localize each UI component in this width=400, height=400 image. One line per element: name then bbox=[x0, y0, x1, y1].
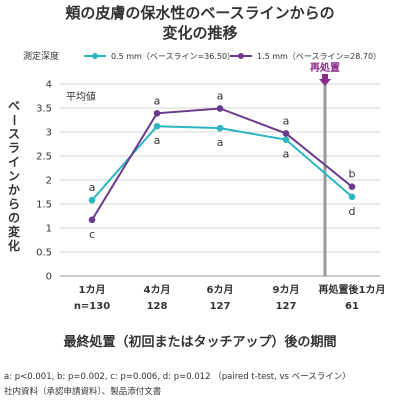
y-axis-label: ー bbox=[7, 114, 21, 126]
x-n-label: 128 bbox=[147, 301, 168, 312]
y-axis-label: の bbox=[8, 211, 20, 225]
point-label: a bbox=[283, 148, 290, 161]
y-axis-label: ら bbox=[8, 197, 20, 211]
data-point-1 bbox=[348, 183, 356, 191]
y-tick-label: 0 bbox=[46, 272, 52, 283]
point-label: b bbox=[349, 168, 356, 181]
point-label: a bbox=[283, 114, 290, 127]
data-point-1 bbox=[88, 216, 96, 224]
y-tick-label: 1 bbox=[46, 224, 52, 235]
data-point-1 bbox=[153, 109, 161, 117]
data-point-1 bbox=[282, 130, 290, 137]
y-axis-label: イ bbox=[8, 155, 20, 169]
data-point-0 bbox=[348, 193, 356, 201]
x-axis-label: 最終処置（初回またはタッチアップ）後の期間 bbox=[63, 334, 336, 350]
x-n-label: 127 bbox=[210, 301, 231, 312]
legend-marker-1 bbox=[238, 53, 244, 59]
mean-value-label: 平均値 bbox=[66, 90, 96, 103]
y-tick-label: 0.5 bbox=[36, 248, 52, 259]
point-label: a bbox=[89, 181, 96, 194]
y-tick-label: 2 bbox=[46, 176, 52, 187]
chart-title-line2: 変化の推移 bbox=[162, 24, 238, 42]
x-tick-label: 4カ月 bbox=[144, 284, 171, 296]
y-tick-label: 3 bbox=[46, 128, 52, 139]
y-tick-label: 4 bbox=[46, 80, 52, 91]
y-axis-label: ラ bbox=[8, 141, 20, 155]
y-axis-label: ン bbox=[8, 169, 20, 183]
y-axis-label: 変 bbox=[8, 224, 21, 239]
legend-marker-0 bbox=[92, 53, 98, 59]
point-label: a bbox=[217, 89, 224, 102]
x-n-label: n=130 bbox=[74, 301, 110, 312]
y-axis-label: か bbox=[8, 183, 20, 197]
x-tick-label: 6カ月 bbox=[207, 284, 234, 296]
data-point-0 bbox=[153, 122, 161, 130]
chart-title-line1: 頬の皮膚の保水性のベースラインからの bbox=[65, 4, 335, 22]
point-label: d bbox=[349, 205, 356, 218]
y-axis-label: ス bbox=[8, 127, 20, 141]
data-point-0 bbox=[282, 136, 290, 143]
point-label: a bbox=[217, 136, 224, 149]
data-point-0 bbox=[216, 124, 224, 132]
y-tick-label: 2.5 bbox=[36, 152, 52, 163]
legend-label-0: 0.5 mm（ベースライン=36.50） bbox=[111, 52, 235, 61]
y-tick-label: 1.5 bbox=[36, 200, 52, 211]
point-label: a bbox=[154, 134, 161, 147]
x-tick-label: 1カ月 bbox=[79, 284, 106, 296]
y-tick-label: 3.5 bbox=[36, 104, 52, 115]
retreatment-arrow-icon bbox=[319, 74, 331, 86]
retreatment-label: 再処置 bbox=[310, 61, 340, 74]
y-axis-label: 化 bbox=[8, 238, 20, 253]
data-point-0 bbox=[88, 196, 96, 204]
x-n-label: 61 bbox=[345, 301, 359, 312]
x-tick-label: 再処置後1カ月 bbox=[319, 283, 386, 296]
y-axis-label: ベ bbox=[8, 99, 20, 113]
x-tick-label: 9カ月 bbox=[273, 284, 300, 296]
data-point-1 bbox=[216, 105, 224, 112]
point-label: a bbox=[154, 94, 161, 107]
legend-title: 測定深度 bbox=[23, 50, 59, 62]
point-label: c bbox=[89, 228, 95, 241]
significance-footnote: a: p<0.001, b: p=0.002, c: p=0.006, d: p… bbox=[4, 372, 351, 382]
legend-label-1: 1.5 mm（ベースライン=28.70） bbox=[257, 52, 381, 61]
source-note: 社内資料（承認申請資料）、製品添付文書 bbox=[4, 387, 162, 397]
x-n-label: 127 bbox=[276, 301, 297, 312]
